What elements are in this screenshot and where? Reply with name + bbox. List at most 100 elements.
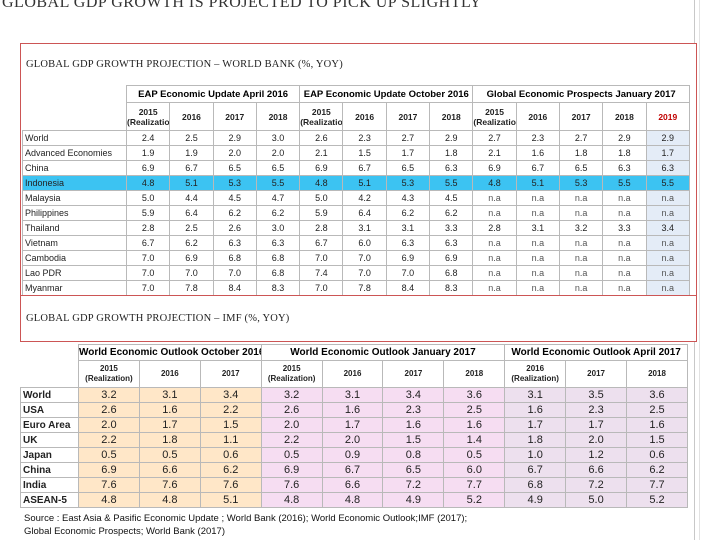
table-row: UK 2.2 1.8 1.1 2.2 2.0 1.5 1.4 1.8 2.0 1.5 [20,432,688,448]
country-label: Indonesia [22,175,127,191]
value-cell: 3.1 [504,387,567,403]
value-cell: 6.0 [443,462,506,478]
value-cell: 1.2 [565,447,628,463]
value-cell: 1.1 [199,432,262,448]
imf-section-title: GLOBAL GDP GROWTH PROJECTION – IMF (%, Y… [26,313,290,324]
value-cell: 2.0 [78,417,140,433]
value-cell: 4.3 [385,190,431,206]
value-cell: 6.9 [125,160,171,176]
value-cell: 6.8 [504,477,567,493]
table-row: China 6.9 6.6 6.2 6.9 6.7 6.5 6.0 6.7 6.6 6.2 [20,462,688,478]
value-cell: 5.5 [429,175,474,191]
value-cell: n.a [515,250,560,266]
world-bank-section-title: GLOBAL GDP GROWTH PROJECTION – WORLD BAN… [26,59,343,70]
value-cell: 3.1 [342,220,387,236]
world-bank-table: EAP Economic Update April 2016 EAP Econo… [22,85,691,296]
table-row: Thailand 2.8 2.5 2.6 3.0 2.8 3.1 3.1 3.3 2.8 3.1 3.… [22,220,691,236]
group-header: World Economic Outlook April 2017 [504,344,688,361]
value-cell: 7.8 [169,280,214,296]
value-cell: 2.4 [125,130,171,146]
value-cell: 7.0 [342,250,387,266]
value-cell: 2.6 [260,402,323,418]
value-cell: 5.3 [558,175,604,191]
value-cell: 3.0 [255,130,301,146]
value-cell: 6.3 [385,235,431,251]
value-cell: 5.5 [602,175,647,191]
value-cell: 6.2 [199,462,262,478]
value-cell: 3.0 [255,220,301,236]
country-label: China [20,462,79,478]
value-cell: 6.7 [515,160,560,176]
value-cell: 1.9 [169,145,214,161]
value-cell: 1.8 [138,432,201,448]
country-label: Japan [20,447,79,463]
value-cell: 7.0 [212,265,257,281]
value-cell: 2.2 [199,402,262,418]
value-cell: n.a [645,280,691,296]
value-cell: 1.6 [321,402,384,418]
value-cell: 7.2 [565,477,628,493]
table-row: World 2.4 2.5 2.9 3.0 2.6 2.3 2.7 2.9 2.7 2.3 2.7 2.… [22,130,691,146]
value-cell: n.a [645,265,691,281]
value-cell: 2.6 [78,402,140,418]
value-cell: 1.6 [382,417,445,433]
value-cell: 2.5 [169,220,214,236]
value-cell: 8.3 [429,280,474,296]
value-cell: 7.0 [125,280,171,296]
year-header: 2018 [602,102,647,131]
value-cell: 3.2 [260,387,323,403]
year-header: 2015 (Realization) [125,102,171,131]
value-cell: 6.3 [429,160,474,176]
imf-section [20,295,697,342]
table-row: Japan 0.5 0.5 0.6 0.5 0.9 0.8 0.5 1.0 1.2 0.6 [20,447,688,463]
table-row: China 6.9 6.7 6.5 6.5 6.9 6.7 6.5 6.3 6.9 6.7 6.5 6.… [22,160,691,176]
value-cell: 7.7 [443,477,506,493]
value-cell: 2.0 [255,145,301,161]
value-cell: 6.8 [255,250,301,266]
source-line: Source : East Asia & Pasific Economic Up… [24,513,468,524]
value-cell: 2.3 [382,402,445,418]
table-row: India 7.6 7.6 7.6 7.6 6.6 7.2 7.7 6.8 7.2 7.7 [20,477,688,493]
table-row: World 3.2 3.1 3.4 3.2 3.1 3.4 3.6 3.1 3.5 3.6 [20,387,688,403]
value-cell: 6.7 [169,160,214,176]
table-row: Vietnam 6.7 6.2 6.3 6.3 6.7 6.0 6.3 6.3 n.a n.a n.a… [22,235,691,251]
value-cell: 7.4 [299,265,344,281]
value-cell: 3.6 [443,387,506,403]
table-row: USA 2.6 1.6 2.2 2.6 1.6 2.3 2.5 1.6 2.3 2.5 [20,402,688,418]
value-cell: 4.9 [382,492,445,508]
value-cell: 2.9 [602,130,647,146]
value-cell: 4.9 [504,492,567,508]
value-cell: 4.8 [138,492,201,508]
value-cell: 6.9 [472,160,517,176]
table-row: Advanced Economies 1.9 1.9 2.0 2.0 2.1 1.5 1.7 1… [22,145,691,161]
value-cell: n.a [472,235,517,251]
value-cell: 2.7 [472,130,517,146]
year-header: 2017 [382,360,445,388]
country-label: Vietnam [22,235,127,251]
year-header: 2017 [385,102,431,131]
table-corner [23,86,127,103]
value-cell: 1.7 [565,417,628,433]
value-cell: 2.3 [515,130,560,146]
country-label: World [20,387,79,403]
country-label: UK [20,432,79,448]
value-cell: 7.7 [626,477,688,493]
value-cell: 0.9 [321,447,384,463]
value-cell: 1.6 [626,417,688,433]
value-cell: 0.5 [443,447,506,463]
value-cell: n.a [515,190,560,206]
table-corner [21,345,79,361]
value-cell: n.a [472,250,517,266]
country-label: Euro Area [20,417,79,433]
value-cell: 6.5 [212,160,257,176]
group-header: World Economic Outlook January 2017 [260,344,506,361]
value-cell: 1.6 [138,402,201,418]
value-cell: 2.0 [212,145,257,161]
value-cell: n.a [602,265,647,281]
value-cell: 6.9 [299,160,344,176]
value-cell: 6.5 [255,160,301,176]
value-cell: 5.9 [299,205,344,221]
country-label: USA [20,402,79,418]
value-cell: 6.9 [429,250,474,266]
value-cell: 5.3 [385,175,431,191]
